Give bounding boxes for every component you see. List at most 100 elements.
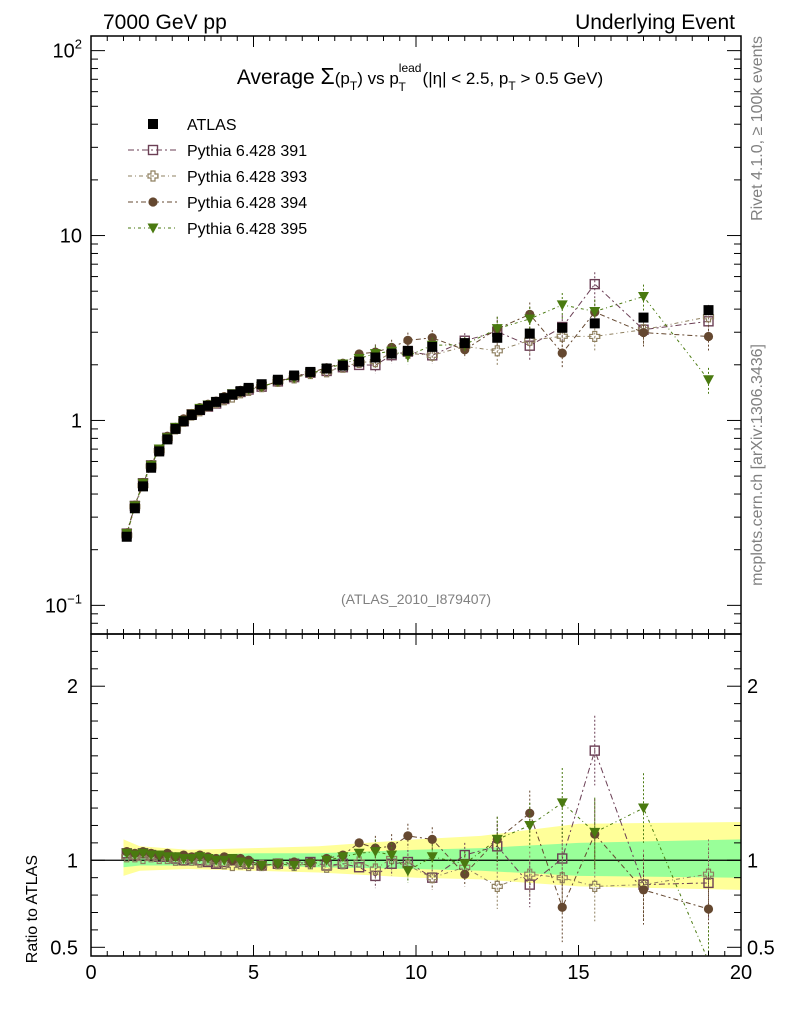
ratio-point-s395-31 — [589, 827, 601, 838]
x-tick-label-20: 20 — [730, 962, 752, 984]
main-point-atlas-31 — [589, 318, 600, 329]
legend-marker-s394 — [148, 197, 158, 207]
main-point-s394-25 — [403, 335, 413, 345]
main-point-atlas-11 — [211, 396, 222, 407]
main-point-s395-30 — [556, 300, 568, 311]
ratio-point-s393-28 — [491, 880, 503, 892]
ratio-point-s395-9 — [194, 852, 206, 863]
title-cut-sub: T — [508, 79, 516, 93]
legend-label-393: Pythia 6.428 393 — [187, 169, 307, 186]
main-point-atlas-4 — [154, 446, 165, 457]
title-pt-sub: T — [350, 79, 358, 93]
main-point-atlas-7 — [178, 416, 189, 427]
ratio-point-s394-26 — [427, 834, 437, 844]
ratio-point-s394-32 — [638, 885, 649, 895]
main-point-atlas-23 — [370, 352, 381, 363]
rivet-label: Rivet 4.1.0, ≥ 100k events — [749, 36, 766, 221]
ratio-line-s394 — [126, 812, 709, 910]
ratio-point-s395-1 — [129, 850, 141, 861]
ratio-point-s391-23 — [370, 870, 381, 882]
ratio-point-s394-27 — [460, 869, 470, 879]
main-point-atlas-0 — [121, 531, 132, 542]
ratio-point-s395-6 — [170, 852, 181, 863]
main-point-atlas-13 — [227, 389, 238, 400]
title-lead-sub: T — [398, 80, 406, 94]
main-point-s394-32 — [638, 327, 649, 338]
ratio-point-s395-8 — [186, 854, 198, 865]
x-tick-label-5: 5 — [248, 962, 259, 984]
ratio-point-s393-21 — [337, 858, 349, 870]
ratio-point-s395-25 — [402, 866, 414, 877]
legend-label-394: Pythia 6.428 394 — [187, 195, 307, 212]
ratio-point-s394-24 — [387, 841, 397, 851]
ratio-point-s391-22 — [353, 862, 365, 873]
y-tick-exp-0: 2 — [75, 37, 82, 52]
title-vs: vs p — [363, 69, 399, 88]
title-pt-open: (p — [335, 69, 350, 88]
mcplots-label: mcplots.cern.ch [arXiv:1306.3436] — [749, 344, 766, 586]
main-point-atlas-32 — [638, 312, 649, 323]
ratio-point-s395-15 — [243, 859, 255, 870]
main-point-s395-32 — [638, 292, 649, 303]
title-cut2: > 0.5 GeV) — [516, 69, 603, 88]
main-point-s393-31 — [589, 330, 601, 343]
ratio-point-s395-17 — [272, 859, 284, 870]
y-tick-label-3: 10−1 — [45, 591, 82, 617]
main-point-atlas-16 — [256, 379, 267, 390]
ratio-point-s395-22 — [353, 848, 365, 859]
main-point-atlas-27 — [459, 338, 470, 349]
main-point-atlas-18 — [289, 370, 300, 381]
ratio-point-s395-5 — [161, 852, 173, 863]
main-point-s395-33 — [703, 375, 714, 386]
ratio-point-s395-27 — [459, 859, 471, 870]
header-right: Underlying Event — [575, 11, 735, 34]
ratio-point-s393-31 — [589, 880, 601, 892]
main-point-atlas-12 — [219, 393, 230, 404]
y-tick-label-2: 1 — [71, 410, 82, 432]
ratio-point-s395-30 — [556, 798, 568, 809]
main-point-atlas-14 — [235, 386, 246, 397]
ratio-point-s395-7 — [178, 854, 190, 865]
legend-label-atlas: ATLAS — [187, 117, 237, 134]
ratio-point-s394-29 — [525, 808, 535, 818]
ratio-point-s395-10 — [202, 854, 214, 865]
ratio-point-s395-2 — [137, 848, 149, 859]
main-point-s394-30 — [557, 348, 567, 358]
main-point-atlas-33 — [703, 305, 714, 316]
ratio-point-s395-20 — [321, 855, 333, 866]
main-point-s393-30 — [556, 330, 568, 342]
main-point-s393-28 — [491, 345, 503, 357]
main-line-s394 — [126, 311, 709, 533]
ratio-point-s395-16 — [256, 860, 268, 871]
main-point-atlas-10 — [203, 400, 213, 411]
y-tick-exp-3: −1 — [67, 591, 82, 606]
ratio-point-s394-33 — [703, 904, 714, 914]
main-point-atlas-8 — [186, 410, 197, 421]
y-tick-base-3: 10 — [45, 595, 67, 617]
main-point-s395-29 — [524, 314, 536, 325]
main-point-atlas-21 — [337, 360, 348, 371]
main-point-atlas-2 — [138, 481, 148, 492]
ratio-point-s393-33 — [702, 868, 715, 880]
legend-marker-atlas — [148, 119, 158, 129]
title-pt-close: ) — [357, 69, 363, 88]
ratio-point-s395-18 — [288, 860, 300, 871]
ratio-point-s394-22 — [354, 838, 364, 848]
ratio-point-s395-19 — [304, 859, 316, 870]
main-point-atlas-5 — [162, 434, 173, 445]
main-point-atlas-29 — [524, 328, 535, 339]
title-sigma: Σ — [321, 63, 335, 89]
ratio-point-s395-13 — [226, 854, 238, 865]
ratio-point-s393-22 — [353, 856, 365, 868]
x-tick-label-0: 0 — [85, 962, 96, 984]
main-point-atlas-26 — [427, 341, 438, 352]
ratio-point-s393-29 — [524, 868, 536, 880]
main-point-atlas-9 — [194, 404, 205, 415]
main-line-s395 — [126, 295, 709, 534]
main-line-s391 — [126, 283, 709, 534]
ratio-point-s395-12 — [218, 855, 230, 866]
main-point-atlas-20 — [321, 363, 332, 374]
legend-label-395: Pythia 6.428 395 — [187, 221, 307, 238]
ratio-point-s395-29 — [524, 820, 536, 831]
